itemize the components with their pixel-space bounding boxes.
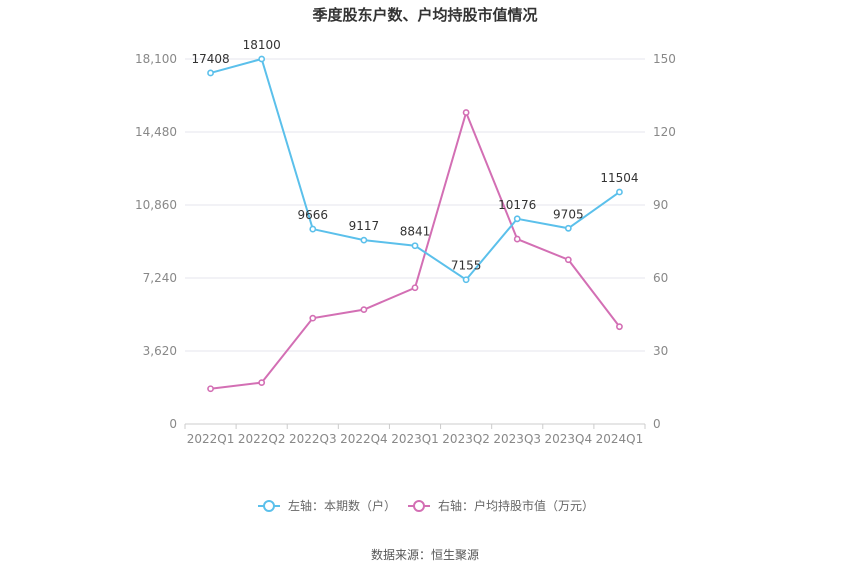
- legend-item-right-series[interactable]: 右轴：户均持股市值（万元）: [408, 498, 594, 513]
- data-labels: 17408 18100 9666 9117 8841 7155 10176 9705 11504: [191, 38, 638, 273]
- x-tick-label: 2022Q2: [238, 432, 286, 446]
- legend: 左轴：本期数（户） 右轴：户均持股市值（万元）: [258, 498, 594, 513]
- data-label: 10176: [498, 198, 536, 212]
- right-tick-label: 0: [653, 417, 661, 431]
- data-point-right[interactable]: [616, 323, 623, 331]
- series-line-right: [210, 109, 621, 390]
- data-point-right[interactable]: [309, 314, 317, 322]
- data-point-right[interactable]: [207, 385, 214, 393]
- x-tick-label: 2023Q3: [493, 432, 541, 446]
- x-tick-label: 2022Q1: [187, 432, 235, 446]
- left-tick-label: 0: [169, 417, 177, 431]
- left-axis-ticks: 0 3,620 7,240 10,860 14,480 18,100: [135, 52, 177, 431]
- x-tick-label: 2024Q1: [596, 432, 644, 446]
- x-tick-label: 2023Q1: [391, 432, 439, 446]
- data-point-left[interactable]: [309, 225, 317, 233]
- source-note: 数据来源：恒生聚源: [371, 547, 479, 562]
- data-label: 9666: [298, 208, 329, 222]
- data-label: 7155: [451, 259, 482, 273]
- x-tick-label: 2023Q2: [442, 432, 490, 446]
- data-point-left[interactable]: [564, 224, 572, 232]
- data-point-left[interactable]: [513, 215, 521, 223]
- data-label: 18100: [243, 38, 281, 52]
- x-tick-label: 2022Q3: [289, 432, 337, 446]
- data-point-right[interactable]: [360, 306, 368, 314]
- grid-lines: [185, 58, 645, 425]
- left-tick-label: 14,480: [135, 125, 177, 139]
- data-point-left[interactable]: [462, 276, 470, 284]
- data-label: 17408: [191, 52, 229, 66]
- legend-swatch-marker: [263, 500, 275, 512]
- left-tick-label: 7,240: [143, 271, 177, 285]
- data-point-right[interactable]: [411, 284, 419, 292]
- data-point-left[interactable]: [360, 236, 368, 244]
- data-label: 9705: [553, 207, 584, 221]
- x-tick-label: 2023Q4: [545, 432, 593, 446]
- data-label: 9117: [349, 219, 380, 233]
- legend-item-left-series[interactable]: 左轴：本期数（户）: [258, 498, 396, 513]
- left-tick-label: 10,860: [135, 198, 177, 212]
- data-point-left[interactable]: [207, 69, 214, 77]
- right-tick-label: 120: [653, 125, 676, 139]
- left-tick-label: 18,100: [135, 52, 177, 66]
- x-tick-label: 2022Q4: [340, 432, 388, 446]
- data-point-right[interactable]: [462, 109, 470, 116]
- data-label: 8841: [400, 225, 431, 239]
- legend-label: 右轴：户均持股市值（万元）: [438, 498, 594, 513]
- legend-label: 左轴：本期数（户）: [288, 498, 396, 513]
- data-point-left[interactable]: [258, 55, 266, 63]
- right-axis-ticks: 0 30 60 90 120 150: [653, 52, 676, 431]
- data-point-left[interactable]: [411, 242, 419, 250]
- data-point-right[interactable]: [564, 256, 572, 264]
- x-axis-ticks: 2022Q1 2022Q2 2022Q3 2022Q4 2023Q1 2023Q2 2023…: [184, 424, 646, 446]
- legend-swatch-marker: [413, 500, 425, 512]
- data-point-right[interactable]: [258, 379, 266, 387]
- data-point-right[interactable]: [513, 235, 521, 243]
- right-tick-label: 90: [653, 198, 668, 212]
- series-layer: [207, 55, 623, 393]
- right-tick-label: 150: [653, 52, 676, 66]
- right-tick-label: 30: [653, 344, 668, 358]
- chart-title: 季度股东户数、户均持股市值情况: [312, 6, 537, 24]
- data-label: 11504: [600, 171, 638, 185]
- left-tick-label: 3,620: [143, 344, 177, 358]
- right-tick-label: 60: [653, 271, 668, 285]
- data-point-left[interactable]: [616, 188, 623, 196]
